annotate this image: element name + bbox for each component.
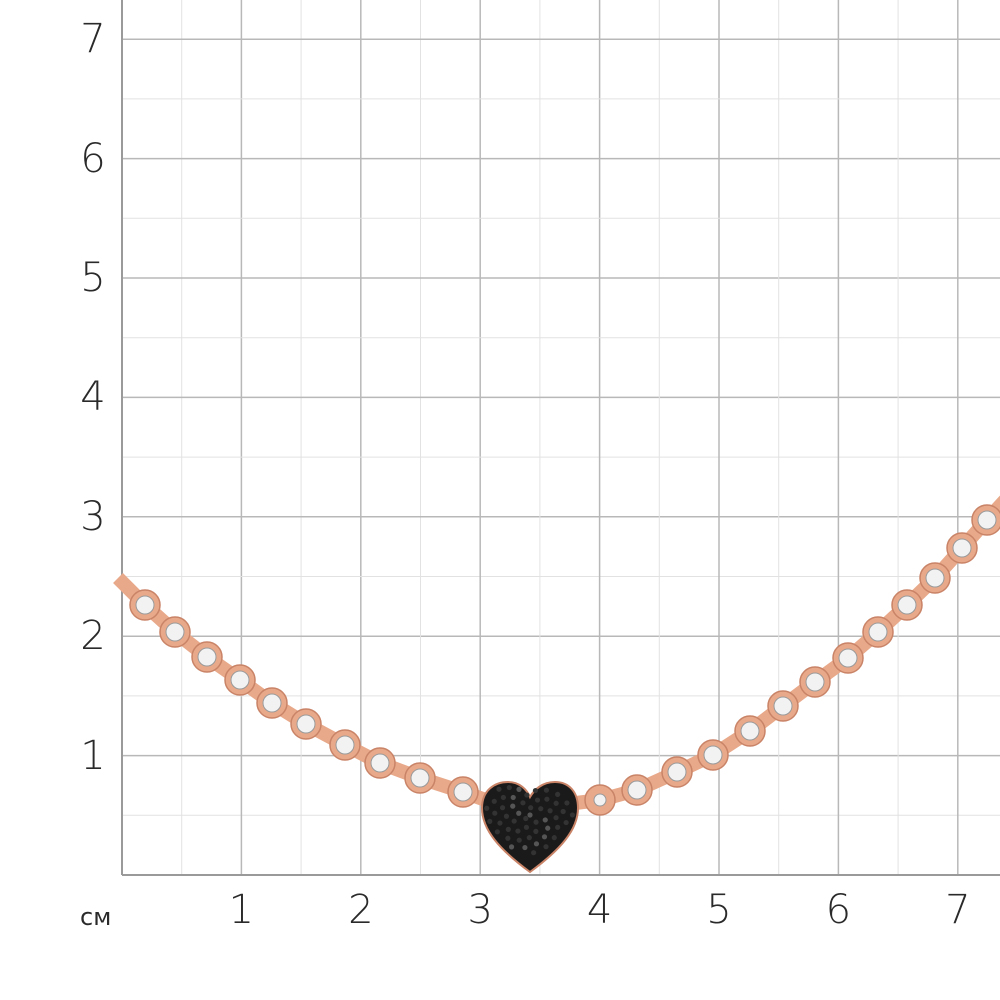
black-stone [505, 826, 511, 832]
black-stone [516, 837, 522, 843]
x-tick-label: 1 [228, 887, 255, 933]
black-stone [533, 819, 539, 825]
black-stone [515, 828, 521, 834]
black-stone [533, 841, 540, 847]
black-stone [551, 835, 557, 841]
black-stone [491, 798, 497, 804]
diamond-stone [165, 622, 185, 642]
black-stone [522, 844, 528, 851]
black-stone [532, 787, 539, 794]
black-stone [547, 808, 553, 814]
y-tick-label: 3 [80, 493, 106, 540]
black-stone [555, 791, 561, 798]
x-tick-label: 3 [467, 887, 493, 933]
black-stone [492, 810, 498, 816]
diamond-stone [230, 670, 250, 690]
black-stone [505, 835, 511, 841]
black-stone [569, 812, 576, 818]
y-tick-label: 7 [80, 16, 106, 63]
y-tick-label: 1 [80, 732, 106, 779]
black-stone [544, 796, 550, 802]
black-stone [543, 844, 549, 850]
diamond-stone [593, 793, 607, 807]
diamond-stone [667, 762, 687, 782]
black-stone [503, 813, 510, 819]
x-tick-label: 2 [348, 887, 374, 933]
y-tick-label: 4 [80, 374, 106, 421]
black-stone [500, 794, 506, 801]
black-stone [538, 806, 544, 812]
y-tick-label: 6 [80, 135, 106, 182]
heart-pendant [480, 780, 580, 874]
black-stone [543, 787, 550, 793]
diamond-stone [925, 568, 945, 588]
black-stone [497, 820, 503, 826]
diamond-stone [627, 780, 647, 800]
diamond-stone [703, 745, 723, 765]
diamond-stone [135, 595, 155, 615]
x-tick-label: 4 [586, 887, 613, 933]
x-tick-label: 7 [945, 887, 971, 933]
black-stone [563, 819, 569, 826]
x-tick-label: 5 [706, 887, 732, 933]
black-stone [523, 824, 530, 830]
black-stone [555, 824, 561, 830]
diamond-stone [773, 696, 793, 716]
chain-link [113, 495, 1000, 812]
unit-label: см [80, 903, 112, 931]
black-stone [494, 829, 500, 835]
diamond-stone [296, 714, 316, 734]
black-stone [534, 797, 541, 803]
black-stone [553, 815, 559, 821]
diamond-stone [740, 721, 760, 741]
diamond-stone [410, 768, 430, 788]
black-stone [541, 834, 548, 840]
black-stone [533, 828, 539, 835]
black-stone [564, 800, 570, 806]
x-tick-label: 6 [825, 887, 852, 933]
y-tick-label: 5 [80, 255, 106, 301]
diamond-stone [370, 753, 390, 773]
black-stone [545, 825, 551, 831]
black-stone [487, 818, 493, 824]
diamond-stone [805, 672, 825, 692]
diamond-stone [868, 622, 888, 642]
diamond-stone [897, 595, 917, 615]
black-stone [553, 800, 559, 806]
black-stone [510, 794, 516, 801]
black-stone [560, 808, 566, 815]
black-stone [511, 818, 517, 824]
black-stone [516, 810, 522, 816]
diamond-stone [197, 647, 217, 667]
black-stone [531, 850, 537, 856]
diamond-stone [838, 648, 858, 668]
diamond-stone [977, 510, 997, 530]
black-stone [506, 784, 512, 791]
necklace-chain [113, 495, 1000, 816]
heart-shape [480, 780, 580, 874]
diamond-stone [262, 693, 282, 713]
black-stone [527, 812, 533, 818]
black-stone [523, 815, 529, 822]
black-stone [484, 805, 490, 811]
diamond-stone [952, 538, 972, 558]
black-stone [508, 844, 515, 850]
diamond-stone [335, 735, 355, 755]
black-stone [516, 786, 522, 792]
black-stone [526, 835, 532, 841]
y-tick-label: 2 [80, 613, 106, 660]
black-stone [520, 800, 526, 806]
black-stone [528, 805, 534, 811]
black-stone [524, 792, 530, 798]
black-stone [542, 817, 548, 823]
black-stone [496, 786, 502, 792]
black-stone [499, 805, 506, 811]
diamond-stone [453, 782, 473, 802]
black-stone [510, 803, 516, 809]
